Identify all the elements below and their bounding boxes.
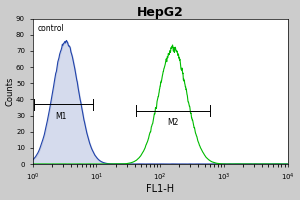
Title: HepG2: HepG2 — [137, 6, 183, 19]
Text: M2: M2 — [167, 118, 178, 127]
Text: M1: M1 — [55, 112, 66, 121]
Y-axis label: Counts: Counts — [6, 77, 15, 106]
X-axis label: FL1-H: FL1-H — [146, 184, 174, 194]
Text: control: control — [38, 24, 64, 33]
